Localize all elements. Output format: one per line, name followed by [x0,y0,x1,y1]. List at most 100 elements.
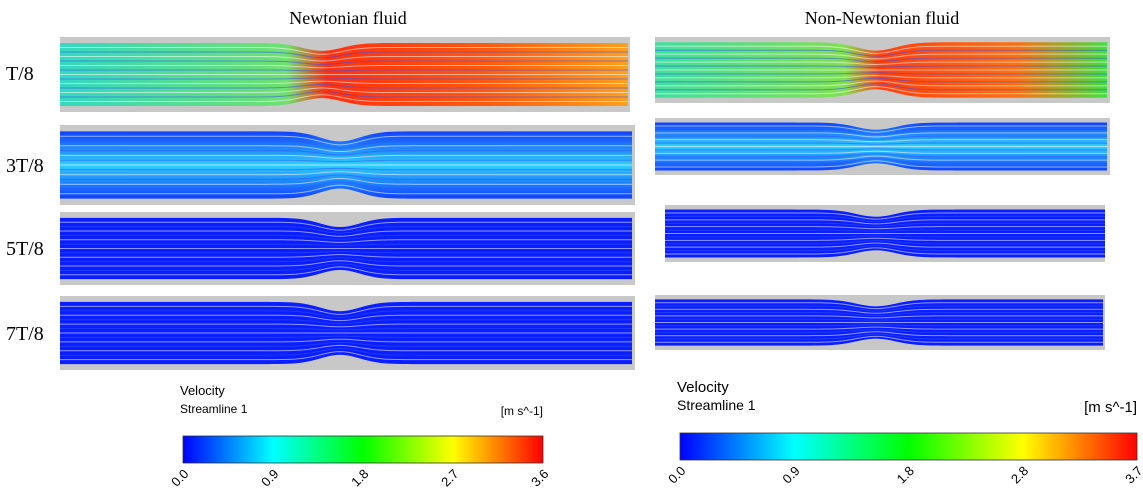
streamline [655,328,1103,333]
flow-image [60,212,635,285]
streamline [655,308,1103,314]
colorbar-tick-label: 1.8 [894,463,917,486]
streamline [655,326,1103,330]
colorbar [182,435,544,464]
streamline [655,53,1107,60]
streamline [60,243,632,246]
streamline [655,142,1107,145]
streamline [665,242,1105,248]
streamline [655,57,1107,63]
streamline [60,140,632,149]
streamline [60,145,632,153]
streamline [655,83,1107,91]
streamline [60,257,632,263]
streamline [665,247,1105,255]
legend-unit: [m s^-1] [501,404,543,418]
streamline [60,323,632,328]
flow-image [60,37,630,112]
streamline [655,65,1107,68]
streamline [655,132,1107,138]
streamline [60,319,632,325]
streamline [60,263,632,271]
streamline [60,87,628,93]
streamline [665,240,1105,245]
streamline [60,135,632,146]
streamline [655,333,1103,340]
streamline [655,77,1107,83]
streamline [60,260,632,267]
streamline [655,302,1103,310]
row-label: 3T/8 [6,155,44,177]
streamline [655,45,1107,54]
streamline [655,318,1103,321]
streamline [60,174,632,180]
flow-image [665,205,1105,262]
colorbar-tick-label: 3.6 [528,466,551,489]
streamline [665,212,1105,220]
streamline [655,49,1107,57]
streamline [60,80,628,84]
flow-image [60,296,635,370]
streamline [655,72,1107,75]
panel-title: Non-Newtonian fluid [805,8,959,28]
streamline [665,215,1105,223]
legend-title: Velocity [180,383,225,398]
legend-title: Velocity [677,379,729,396]
streamline [655,148,1107,151]
streamline [60,69,628,72]
streamline [60,150,632,156]
streamline [60,90,628,98]
streamline [665,244,1105,252]
streamline [655,312,1103,317]
streamline [60,230,632,237]
streamline [60,171,632,176]
streamline [655,160,1107,168]
streamline [60,65,628,69]
streamline [60,239,632,243]
streamline [60,154,632,159]
streamline [60,348,632,356]
streamline [60,344,632,352]
streamline [665,219,1105,225]
streamline [60,338,632,343]
colorbar-tick-label: 0.0 [665,463,688,486]
flow-image [60,125,635,205]
streamline [655,305,1103,312]
streamline [60,77,628,80]
streamline [665,226,1105,230]
streamline [60,328,632,331]
streamline [655,128,1107,136]
streamline [655,75,1107,79]
flow-image [655,118,1110,175]
colorbar-tick-label: 0.9 [779,463,802,486]
streamline [60,94,628,102]
streamline [60,184,632,195]
streamline [655,139,1107,143]
panel-title: Newtonian fluid [289,8,406,28]
streamline [655,153,1107,158]
streamline [60,335,632,338]
colorbar-tick-label: 1.8 [348,466,371,489]
legend-subtitle: Streamline 1 [677,397,756,413]
streamline [655,315,1103,319]
colorbar-tick-label: 0.0 [168,466,191,489]
streamline [655,155,1107,161]
streamline [655,331,1103,337]
streamline [655,80,1107,87]
streamline [60,226,632,234]
colorbar [679,432,1138,461]
streamline [655,125,1107,133]
streamline [60,51,628,59]
colorbar-tick-label: 2.8 [1008,463,1031,486]
colorbar-tick-label: 2.7 [438,466,461,489]
streamline [655,157,1107,165]
streamline [665,235,1105,238]
streamline [60,254,632,258]
flow-image [655,37,1110,103]
legend-subtitle: Streamline 1 [180,402,248,416]
streamline [60,341,632,347]
colorbar-tick-label: 0.9 [258,466,281,489]
flow-images [60,37,1110,370]
streamline [60,56,628,62]
